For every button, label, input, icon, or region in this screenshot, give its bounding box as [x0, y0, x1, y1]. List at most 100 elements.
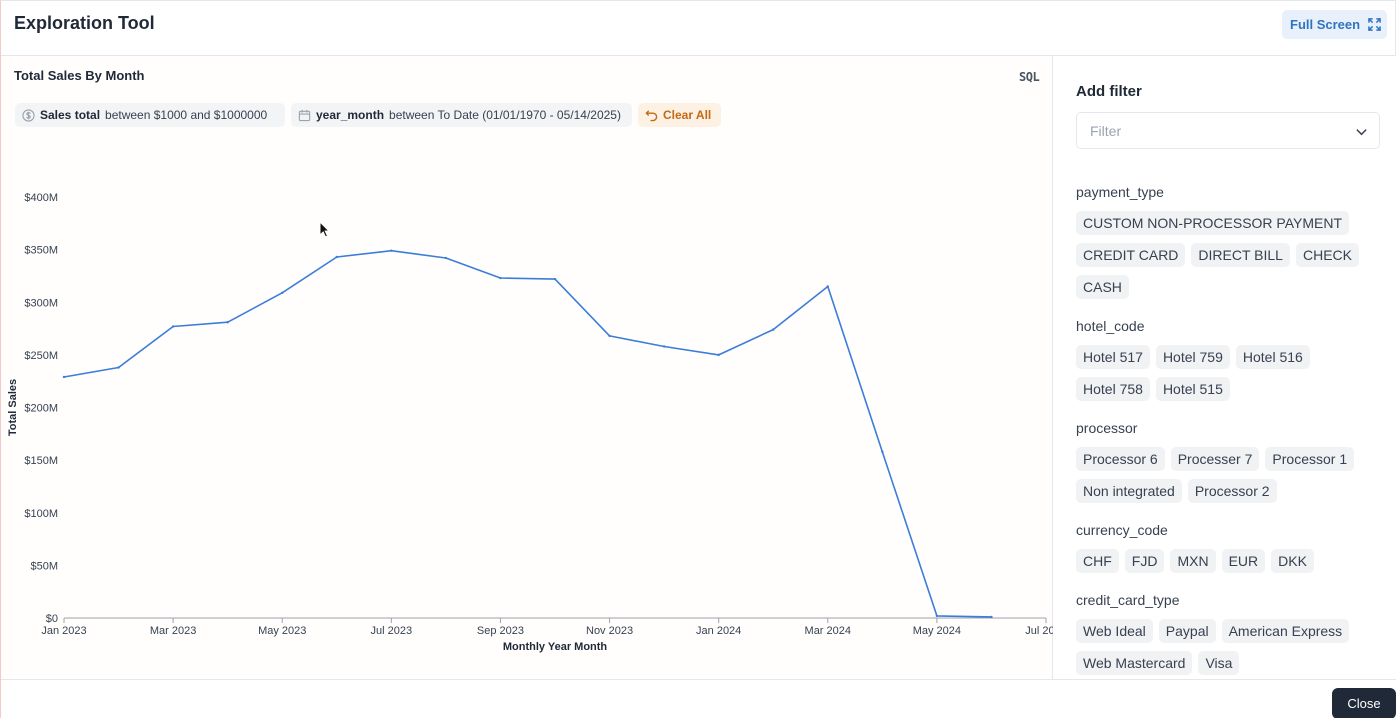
- filter-tag[interactable]: CREDIT CARD: [1076, 243, 1186, 267]
- data-point: [935, 614, 939, 618]
- filter-tag[interactable]: DKK: [1271, 549, 1314, 573]
- add-filter-title: Add filter: [1076, 83, 1142, 100]
- y-tick-label: $0: [46, 613, 58, 625]
- mouse-pointer-icon: [319, 221, 331, 238]
- filter-tag[interactable]: Hotel 515: [1155, 377, 1230, 401]
- chart-title: Total Sales By Month: [14, 68, 145, 83]
- filter-tag[interactable]: Processor 6: [1076, 447, 1165, 471]
- group-label-credit-card-type: credit_card_type: [1076, 592, 1180, 608]
- x-tick-label: Jan 2024: [696, 625, 741, 637]
- filter-tag[interactable]: American Express: [1221, 619, 1350, 643]
- y-tick-label: $250M: [24, 350, 58, 362]
- sales-filter-text: between $1000 and $1000000: [105, 108, 268, 122]
- data-point: [881, 450, 884, 453]
- y-tick-label: $200M: [24, 403, 58, 415]
- date-filter-name: year_month: [316, 108, 385, 122]
- filter-tag[interactable]: Visa: [1198, 651, 1240, 675]
- filter-tag[interactable]: Non integrated: [1076, 479, 1182, 503]
- data-point: [772, 328, 775, 331]
- x-tick-label: Mar 2024: [805, 625, 851, 637]
- x-axis-title: Monthly Year Month: [503, 641, 608, 653]
- sales-filter-name: Sales total: [40, 108, 101, 122]
- filter-tag[interactable]: Web Mastercard: [1076, 651, 1193, 675]
- filter-tag[interactable]: FJD: [1124, 549, 1165, 573]
- chevron-down-icon: [1356, 129, 1367, 136]
- data-point: [608, 334, 611, 338]
- clear-all-label: Clear All: [663, 108, 712, 122]
- filter-tag[interactable]: CUSTOM NON-PROCESSOR PAYMENT: [1076, 211, 1350, 235]
- data-point: [390, 249, 393, 252]
- data-point: [717, 353, 720, 357]
- y-tick-label: $300M: [24, 297, 58, 309]
- y-tick-label: $400M: [24, 192, 58, 204]
- data-point: [553, 277, 557, 281]
- filter-tag[interactable]: Web Ideal: [1076, 619, 1153, 643]
- filter-tag[interactable]: CHF: [1076, 549, 1119, 573]
- x-tick-label: May 2024: [913, 625, 961, 637]
- y-tick-label: $100M: [24, 508, 58, 520]
- filter-tag[interactable]: DIRECT BILL: [1191, 243, 1290, 267]
- group-label-hotel-code: hotel_code: [1076, 318, 1145, 334]
- close-button[interactable]: Close: [1332, 688, 1396, 718]
- year-month-filter-chip[interactable]: year_month between To Date (01/01/1970 -…: [291, 103, 632, 127]
- undo-icon: [645, 109, 658, 121]
- data-point: [826, 285, 829, 288]
- y-axis-title: Total Sales: [7, 379, 19, 436]
- full-screen-label: Full Screen: [1290, 17, 1361, 32]
- filter-tag[interactable]: Hotel 517: [1076, 345, 1150, 369]
- series-line: [63, 249, 992, 618]
- filter-tag[interactable]: MXN: [1170, 549, 1216, 573]
- expand-icon: [1368, 18, 1381, 31]
- sales-total-filter-chip[interactable]: Sales total between $1000 and $1000000: [15, 103, 285, 127]
- data-point: [499, 276, 502, 280]
- dollar-circle-icon: [22, 108, 35, 122]
- filter-placeholder: Filter: [1090, 122, 1122, 139]
- filter-tag[interactable]: Paypal: [1158, 619, 1216, 643]
- x-tick-label: Jul 2023: [371, 625, 413, 637]
- tags-payment-type: CUSTOM NON-PROCESSOR PAYMENT CREDIT CARD…: [1076, 211, 1386, 299]
- sales-line-chart: $0 $50M $100M $150M $200M $250M $300M $350M $400…: [7, 192, 1053, 653]
- filter-tag[interactable]: Hotel 516: [1235, 345, 1310, 369]
- filter-dropdown[interactable]: Filter: [1076, 112, 1380, 149]
- x-tick-label: Sep 2023: [477, 625, 524, 637]
- y-tick-label: $150M: [24, 455, 58, 467]
- y-tick-label: $350M: [24, 245, 58, 257]
- footer: Close: [1, 679, 1396, 718]
- group-label-currency-code: currency_code: [1076, 522, 1168, 538]
- filter-tag[interactable]: Hotel 758: [1076, 377, 1150, 401]
- x-tick-label: May 2023: [258, 625, 306, 637]
- clear-all-button[interactable]: Clear All: [638, 103, 721, 127]
- filter-sidebar: Add filter Filter payment_type CUSTOM NO…: [1054, 56, 1396, 679]
- filter-tag[interactable]: EUR: [1221, 549, 1266, 573]
- data-point: [335, 255, 338, 259]
- data-point: [281, 291, 284, 294]
- tags-credit-card-type: Web Ideal Paypal American Express Web Ma…: [1076, 619, 1386, 675]
- tags-processor: Processor 6 Processer 7 Processor 1 Non …: [1076, 447, 1386, 503]
- group-label-payment-type: payment_type: [1076, 184, 1164, 200]
- data-point: [226, 321, 229, 324]
- data-point: [662, 345, 666, 348]
- y-tick-label: $50M: [30, 560, 58, 572]
- filter-tag[interactable]: Processer 7: [1170, 447, 1260, 471]
- filter-tag[interactable]: Hotel 759: [1155, 345, 1230, 369]
- x-tick-label: Jan 2023: [41, 625, 86, 637]
- x-tick-label: Nov 2023: [586, 625, 633, 637]
- full-screen-button[interactable]: Full Screen: [1282, 10, 1387, 39]
- filter-tag[interactable]: CHECK: [1295, 243, 1359, 267]
- data-point: [62, 375, 66, 379]
- filter-tag[interactable]: CASH: [1076, 275, 1129, 299]
- app-title: Exploration Tool: [14, 13, 155, 33]
- data-point: [171, 325, 175, 328]
- filter-tag[interactable]: Processor 2: [1187, 479, 1277, 503]
- filter-tag[interactable]: Processor 1: [1265, 447, 1355, 471]
- tags-hotel-code: Hotel 517 Hotel 759 Hotel 516 Hotel 758 …: [1076, 345, 1386, 401]
- x-tick-label: Jul 2024: [1025, 625, 1053, 637]
- date-filter-text: between To Date (01/01/1970 - 05/14/2025…: [389, 108, 621, 122]
- data-point: [117, 366, 120, 369]
- chart-panel: Total Sales By Month SQL Sales total bet…: [1, 56, 1053, 679]
- sql-icon[interactable]: SQL: [1019, 70, 1040, 84]
- header: Exploration Tool Full Screen: [1, 1, 1396, 56]
- tags-currency-code: CHF FJD MXN EUR DKK: [1076, 549, 1386, 573]
- data-point: [990, 615, 993, 619]
